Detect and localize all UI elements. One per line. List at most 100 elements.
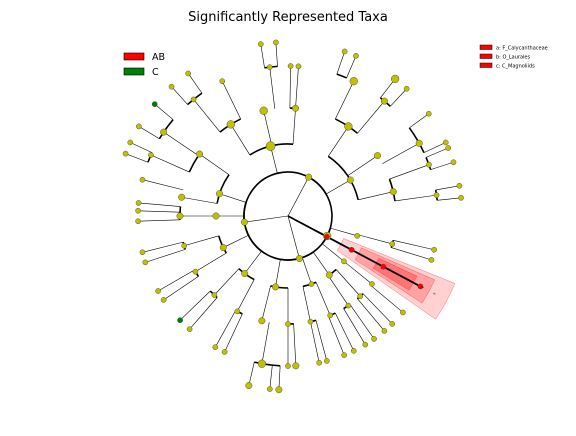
tree-edge-4 [188, 73, 202, 93]
tree-node-7 [260, 107, 268, 115]
tree-edge-29 [426, 148, 448, 157]
tree-edge-10 [261, 44, 265, 68]
tree-node-35 [196, 151, 203, 158]
tree-node-4 [186, 71, 191, 76]
tree-node-31 [457, 183, 462, 188]
tree-arc-6 [328, 156, 358, 199]
tree-edge-55 [164, 276, 199, 299]
tree-edge-24 [409, 114, 428, 128]
tree-node-70 [285, 321, 290, 326]
biomarker-legend-label-a: a: F_Calycanthaceae [496, 46, 548, 52]
tree-edge-82 [350, 304, 374, 338]
class-legend-swatch-c [124, 68, 144, 75]
tree-node-36 [160, 129, 167, 136]
tree-node-50 [182, 243, 187, 248]
biomarker-legend-swatch-c [480, 63, 492, 68]
tree-edge-74 [303, 286, 310, 321]
tree-node-21 [404, 86, 409, 91]
tree-edge-14 [326, 180, 350, 194]
biomarker-legend-item-a: a: F_Calycanthaceae [480, 45, 548, 52]
tree-node-38 [136, 124, 141, 129]
tree-node-68 [267, 386, 272, 391]
tree-edge-0 [288, 177, 309, 216]
tree-edge-37 [155, 104, 173, 119]
tree-edge-69 [279, 366, 280, 390]
tree-edge-50 [184, 236, 219, 246]
tree-node-20 [391, 75, 399, 83]
tree-node-53 [193, 269, 198, 274]
class-legend-item-ab: AB [124, 52, 165, 63]
class-legend-swatch-ab [124, 53, 144, 60]
tree-node-26 [390, 188, 397, 195]
tree-edge-48 [139, 203, 181, 207]
tree-node-2 [227, 121, 235, 129]
tree-edge-30 [395, 195, 437, 201]
tree-node-24 [426, 111, 431, 116]
tree-node-30 [434, 193, 439, 198]
tree-node-60 [235, 309, 240, 314]
tree-node-65 [259, 318, 266, 325]
tree-node-75 [324, 358, 329, 363]
tree-node-96 [349, 247, 354, 252]
tree-edge-9 [276, 42, 278, 66]
tree-edge-39 [151, 155, 189, 172]
tree-node-76 [317, 360, 322, 365]
tree-edge-6 [222, 81, 240, 119]
tree-node-8 [267, 65, 272, 70]
tree-edge-23 [382, 143, 419, 163]
tree-node-41 [123, 151, 128, 156]
tree-edge-86 [363, 294, 392, 324]
tree-edge-3 [194, 99, 220, 132]
tree-edge-28 [431, 162, 454, 169]
tree-node-16 [350, 77, 358, 85]
tree-node-12 [296, 64, 301, 69]
tree-edge-93 [391, 248, 431, 260]
tree-edge-13 [290, 66, 291, 108]
tree-edge-52 [145, 249, 185, 262]
tree-node-46 [135, 219, 140, 224]
tree-edges [126, 42, 461, 389]
tree-arc-16 [189, 156, 198, 172]
tree-node-14 [347, 177, 354, 184]
tree-node-79 [342, 352, 347, 357]
class-legend: AB C [124, 52, 165, 78]
tree-arc-14 [244, 202, 262, 251]
tree-node-32 [458, 195, 463, 200]
tree-edge-25 [424, 142, 446, 152]
tree-arc-10 [409, 128, 424, 153]
tree-node-86 [390, 321, 395, 326]
tree-edge-94 [393, 240, 434, 249]
tree-node-15 [344, 123, 352, 131]
tree-node-34 [216, 191, 223, 198]
tree-edge-2 [231, 124, 250, 155]
tree-edge-95 [288, 216, 327, 237]
tree-edge-17 [347, 56, 356, 78]
tree-node-49 [220, 244, 227, 251]
tree-node-58 [177, 318, 182, 323]
tree-edge-60 [237, 280, 254, 312]
tree-edge-63 [288, 216, 299, 259]
tree-node-83 [363, 342, 368, 347]
tree-edge-72 [294, 324, 296, 366]
tree-node-97 [381, 264, 386, 269]
tree-node-78 [351, 348, 356, 353]
chart-title: Significantly Represented Taxa [188, 10, 388, 25]
tree-edge-27 [389, 165, 428, 179]
tree-edge-41 [126, 154, 148, 163]
tree-node-19 [381, 98, 388, 105]
tree-node-62 [222, 349, 227, 354]
tree-node-43 [140, 177, 145, 182]
tree-node-17 [353, 53, 358, 58]
tree-edge-12 [296, 66, 299, 108]
tree-node-9 [273, 40, 278, 45]
tree-node-54 [155, 288, 160, 293]
tree-edge-7 [264, 111, 272, 146]
biomarker-legend-swatch-b [480, 54, 492, 59]
tree-node-6 [220, 79, 225, 84]
tree-node-51 [140, 250, 145, 255]
tree-edge-73 [302, 258, 311, 284]
tree-node-0 [305, 174, 312, 181]
tree-node-28 [451, 160, 456, 165]
